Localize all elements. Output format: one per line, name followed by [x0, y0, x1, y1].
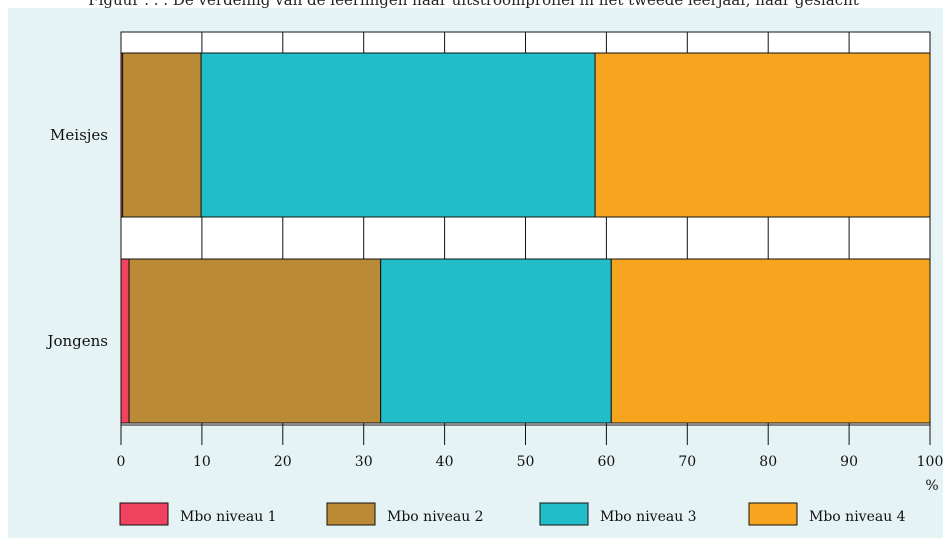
legend-label: Mbo niveau 3: [600, 509, 697, 525]
legend-label: Mbo niveau 2: [387, 509, 484, 525]
bar-segment: [200, 52, 596, 218]
legend: Mbo niveau 1 Mbo niveau 2 Mbo niveau 3 Mbo …: [119, 502, 906, 526]
legend-swatch: [539, 502, 589, 526]
x-tick-label: 40: [436, 454, 454, 470]
x-axis-label: %: [925, 478, 938, 494]
bars: [120, 52, 931, 424]
category-labels: Meisjes Jongens: [45, 126, 108, 350]
bar-segment: [128, 258, 382, 424]
x-tick-label: 60: [597, 454, 615, 470]
legend-swatch: [748, 502, 798, 526]
x-tick-label: 80: [759, 454, 777, 470]
legend-label: Mbo niveau 1: [180, 509, 277, 525]
legend-swatch: [326, 502, 376, 526]
x-tick-label: 100: [917, 454, 944, 470]
legend-swatch: [119, 502, 169, 526]
category-label: Meisjes: [50, 126, 108, 144]
bar-segment: [610, 258, 931, 424]
category-label: Jongens: [45, 332, 108, 350]
x-tick-label: 90: [840, 454, 858, 470]
x-tick-label: 30: [355, 454, 373, 470]
legend-label: Mbo niveau 4: [809, 509, 906, 525]
x-tick-label: 0: [117, 454, 126, 470]
bar-segment: [122, 52, 202, 218]
x-ticks: 0 10 20 30 40 50 60 70 80 90 100: [117, 425, 944, 470]
header-fragment: Figuur . . . De verdeling van de leerlin…: [88, 0, 859, 9]
x-axis: 0 10 20 30 40 50 60 70 80 90 100 %: [117, 424, 944, 494]
header-text: Figuur . . . De verdeling van de leerlin…: [0, 0, 947, 10]
x-tick-label: 10: [193, 454, 211, 470]
x-tick-label: 50: [517, 454, 535, 470]
bar-segment: [120, 258, 130, 424]
x-tick-label: 20: [274, 454, 292, 470]
bar-segment: [380, 258, 612, 424]
x-tick-label: 70: [678, 454, 696, 470]
bar-segment: [594, 52, 931, 218]
